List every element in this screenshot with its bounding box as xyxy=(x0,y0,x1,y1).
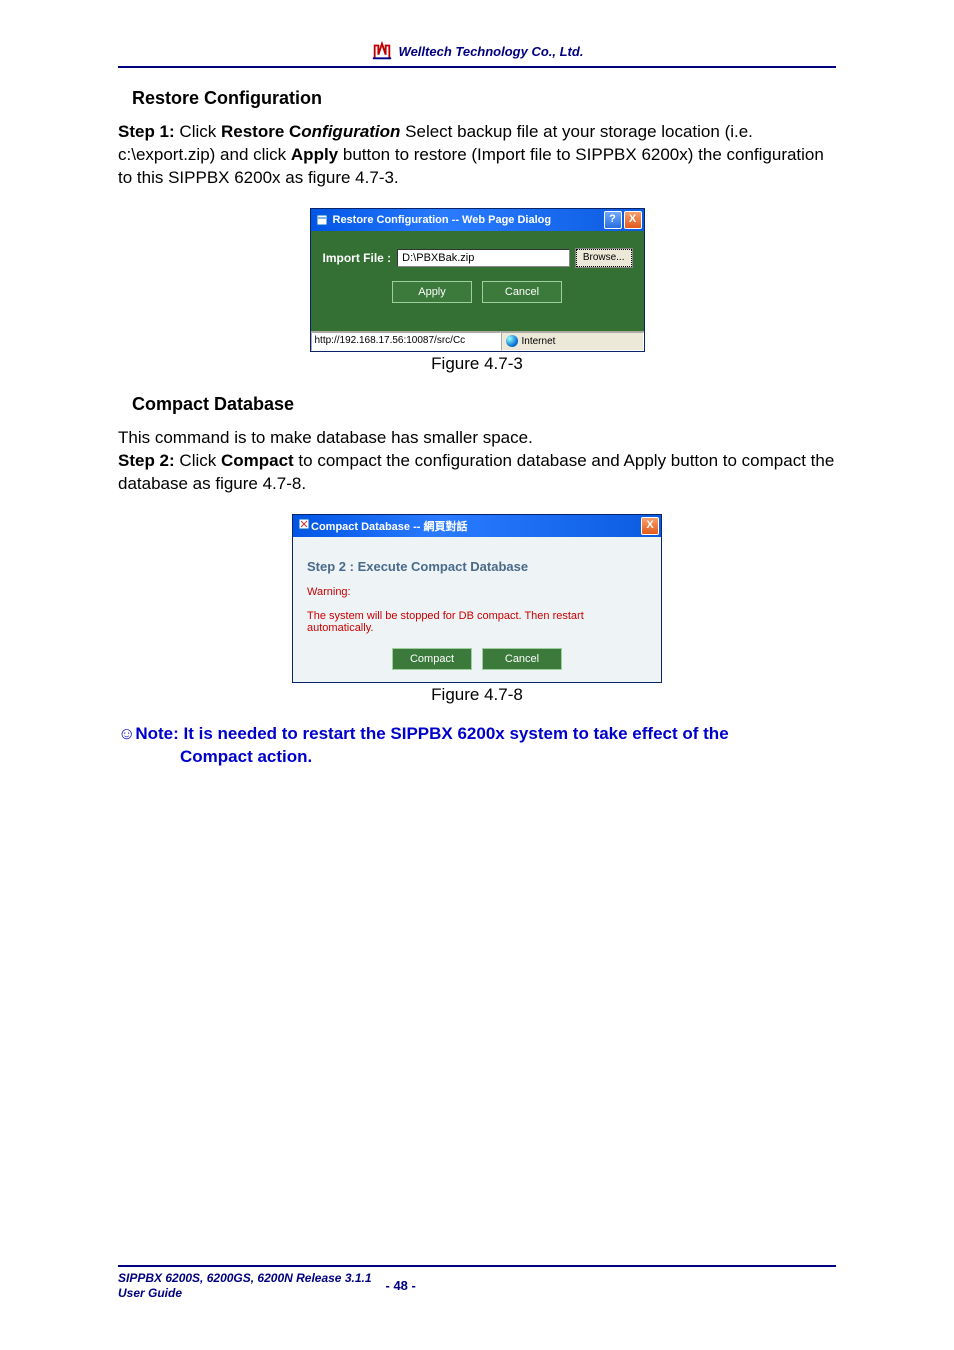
compact-dialog-body: Step 2 : Execute Compact Database Warnin… xyxy=(293,537,661,682)
restore-section-title: Restore Configuration xyxy=(132,88,836,109)
step1-apply: Apply xyxy=(291,145,338,164)
step2-label: Step 2: xyxy=(118,451,175,470)
import-file-input[interactable] xyxy=(397,249,570,267)
step1-click: Click xyxy=(175,122,221,141)
note-line1: ☺Note: It is needed to restart the SIPPB… xyxy=(118,724,729,743)
help-button[interactable]: ? xyxy=(604,211,622,229)
compact-dialog-title: Compact Database -- 網頁對話 xyxy=(311,518,639,534)
compact-dialog-titlebar: Compact Database -- 網頁對話 X xyxy=(293,515,661,537)
compact-button-row: Compact Cancel xyxy=(307,648,647,670)
import-row: Import File : Browse... xyxy=(323,249,632,267)
footer-page-number: - 48 - xyxy=(386,1278,416,1293)
restore-dialog-titlebar: Restore Configuration -- Web Page Dialog… xyxy=(311,209,644,231)
status-url: http://192.168.17.56:10087/src/Cc xyxy=(311,332,501,351)
note-line2: Compact action. xyxy=(180,746,836,769)
restore-dialog-body: Import File : Browse... Apply Cancel xyxy=(311,231,644,331)
warning-label: Warning: xyxy=(307,586,647,598)
restore-statusbar: http://192.168.17.56:10087/src/Cc Intern… xyxy=(311,331,644,351)
compact-section-title: Compact Database xyxy=(132,394,836,415)
footer-guide: User Guide xyxy=(118,1286,182,1300)
compact-step-title: Step 2 : Execute Compact Database xyxy=(307,559,647,574)
close-button[interactable]: X xyxy=(624,211,642,229)
dialog-app-icon xyxy=(297,517,311,534)
step2-compact: Compact xyxy=(221,451,294,470)
compact-button[interactable]: Compact xyxy=(392,648,472,670)
figure-1-wrap: Restore Configuration -- Web Page Dialog… xyxy=(118,208,836,374)
page-footer: SIPPBX 6200S, 6200GS, 6200N Release 3.1.… xyxy=(118,1265,836,1300)
step2-text: Step 2: Click Compact to compact the con… xyxy=(118,450,836,496)
step1-label: Step 1: xyxy=(118,122,175,141)
step1-restore: Restore C xyxy=(221,122,301,141)
page-header: Welltech Technology Co., Ltd. xyxy=(118,40,836,68)
close-button[interactable]: X xyxy=(641,517,659,535)
internet-zone-icon xyxy=(506,335,518,347)
apply-button[interactable]: Apply xyxy=(392,281,472,303)
cancel-button[interactable]: Cancel xyxy=(482,281,562,303)
compact-dialog: Compact Database -- 網頁對話 X Step 2 : Exec… xyxy=(292,514,662,683)
step1-text: Step 1: Click Restore Configuration Sele… xyxy=(118,121,836,190)
restore-dialog: Restore Configuration -- Web Page Dialog… xyxy=(310,208,645,352)
step1-onfig: onfiguration xyxy=(301,122,400,141)
company-name: Welltech Technology Co., Ltd. xyxy=(399,44,584,59)
footer-product: SIPPBX 6200S, 6200GS, 6200N Release 3.1.… xyxy=(118,1271,372,1285)
restore-dialog-title: Restore Configuration -- Web Page Dialog xyxy=(333,214,602,226)
figure1-caption: Figure 4.7-3 xyxy=(431,354,523,374)
figure-2-wrap: Compact Database -- 網頁對話 X Step 2 : Exec… xyxy=(118,514,836,705)
restore-button-row: Apply Cancel xyxy=(323,281,632,303)
status-zone-label: Internet xyxy=(522,336,556,347)
compact-intro: This command is to make database has sma… xyxy=(118,427,836,450)
company-logo-icon xyxy=(371,40,393,62)
footer-text: SIPPBX 6200S, 6200GS, 6200N Release 3.1.… xyxy=(118,1271,372,1300)
cancel-button[interactable]: Cancel xyxy=(482,648,562,670)
warning-text: The system will be stopped for DB compac… xyxy=(307,610,647,634)
note-text: ☺Note: It is needed to restart the SIPPB… xyxy=(118,723,836,769)
import-file-label: Import File : xyxy=(323,251,392,265)
browse-button[interactable]: Browse... xyxy=(576,249,632,267)
dialog-app-icon xyxy=(315,213,329,227)
figure2-caption: Figure 4.7-8 xyxy=(431,685,523,705)
step2-click: Click xyxy=(175,451,221,470)
status-zone: Internet xyxy=(501,332,644,351)
footer-line: SIPPBX 6200S, 6200GS, 6200N Release 3.1.… xyxy=(118,1265,836,1300)
